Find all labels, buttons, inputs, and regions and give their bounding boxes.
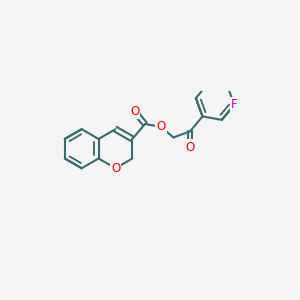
Text: O: O bbox=[156, 120, 165, 133]
Text: F: F bbox=[231, 98, 238, 111]
Text: O: O bbox=[111, 162, 120, 175]
Text: O: O bbox=[185, 140, 195, 154]
Text: O: O bbox=[130, 105, 139, 118]
